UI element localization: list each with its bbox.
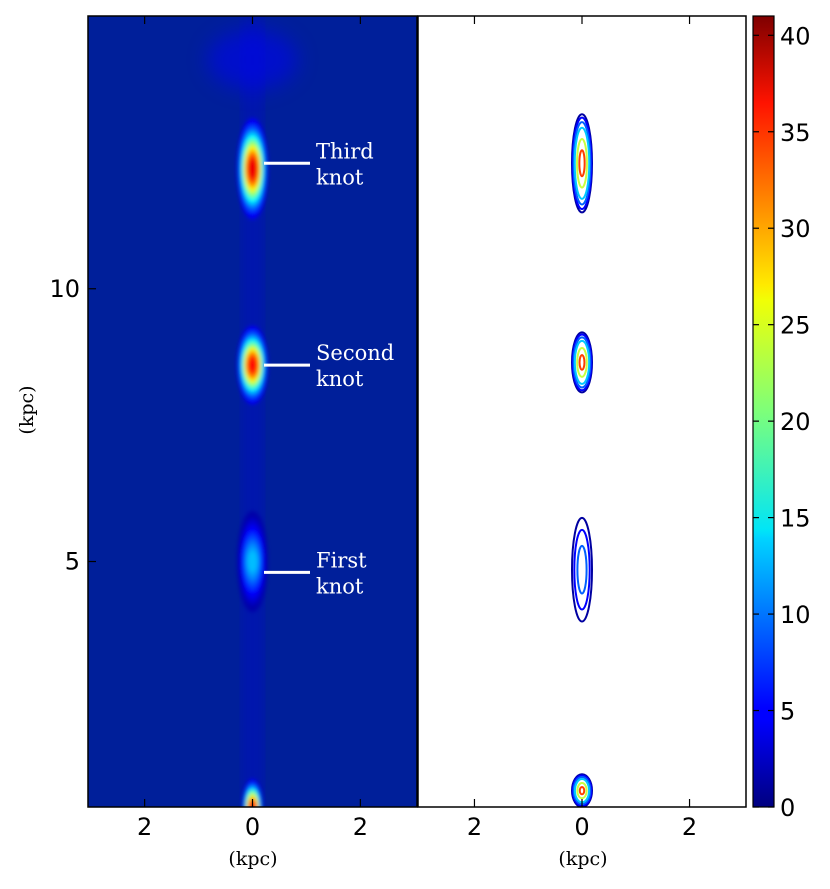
- contour-line: [571, 516, 593, 623]
- heatmap-knot-level: [247, 356, 258, 374]
- heatmap-knot-level: [247, 550, 258, 573]
- right-x-ticks: 2 0 2: [467, 16, 697, 841]
- annotation-line-2: knot: [316, 165, 364, 189]
- colorbar-tick-label: 5: [780, 698, 795, 726]
- right-x-axis-label: (kpc): [558, 848, 607, 870]
- colorbar-tick-label: 20: [780, 408, 811, 436]
- contour-background: [418, 16, 746, 807]
- contour-line: [573, 126, 591, 200]
- colorbar-ticks: 0 5 10 15 20 25 30 35 40: [753, 22, 811, 822]
- contour-line: [576, 782, 588, 800]
- colorbar-gradient: [752, 15, 775, 808]
- contour-line: [576, 346, 588, 378]
- contour-line: [578, 785, 586, 796]
- heatmap-blob-layer: [237, 118, 268, 807]
- contour-line: [578, 354, 586, 371]
- colorbar-tick-label: 35: [780, 119, 811, 147]
- y-tick-label: 10: [49, 275, 80, 303]
- colorbar-tick-label: 15: [780, 505, 811, 533]
- contour-line: [576, 544, 588, 595]
- y-tick-label: 5: [65, 548, 80, 576]
- left-x-ticks: 2 0 2: [137, 16, 368, 841]
- heatmap-knot-level: [247, 158, 258, 180]
- contour-line: [578, 149, 586, 178]
- annotation-line-1: Third: [316, 139, 374, 163]
- x-tick-label: 0: [574, 813, 589, 841]
- annotation-line-2: knot: [316, 367, 364, 391]
- x-tick-label: 2: [353, 813, 368, 841]
- colorbar: 0 5 10 15 20 25 30 35 40: [752, 15, 811, 822]
- left-x-axis-label: (kpc): [228, 848, 277, 870]
- annotation-line-2: knot: [316, 574, 364, 598]
- x-tick-label: 2: [682, 813, 697, 841]
- contour-knot: [571, 113, 593, 214]
- colorbar-tick-label: 30: [780, 215, 811, 243]
- contour-layer: [571, 113, 593, 807]
- x-tick-label: 2: [137, 813, 152, 841]
- colorbar-tick-label: 10: [780, 601, 811, 629]
- annotation-line-1: Second: [316, 341, 394, 365]
- heatmap-knot: [242, 778, 263, 807]
- colorbar-tick-label: 40: [780, 22, 811, 50]
- contour-panel: 2 0 2: [417, 15, 747, 841]
- jet-head-glow: [207, 29, 298, 90]
- y-axis-label: (kpc): [16, 385, 38, 434]
- annotation-line-1: First: [316, 548, 367, 572]
- colorbar-tick-label: 25: [780, 312, 811, 340]
- x-tick-label: 2: [467, 813, 482, 841]
- contour-line: [573, 528, 591, 611]
- heatmap-knot: [237, 325, 268, 405]
- heatmap-knot: [237, 118, 268, 220]
- contour-line: [573, 339, 591, 385]
- contour-knot: [571, 331, 593, 394]
- left-y-ticks: 5 10: [49, 275, 96, 576]
- contour-knot: [571, 516, 593, 623]
- contour-line: [572, 336, 592, 389]
- heatmap-knot: [237, 510, 268, 613]
- contour-line: [572, 121, 592, 206]
- contour-line: [576, 138, 588, 189]
- colorbar-tick-label: 0: [780, 794, 795, 822]
- contour-knot: [571, 773, 593, 807]
- x-tick-label: 0: [245, 813, 260, 841]
